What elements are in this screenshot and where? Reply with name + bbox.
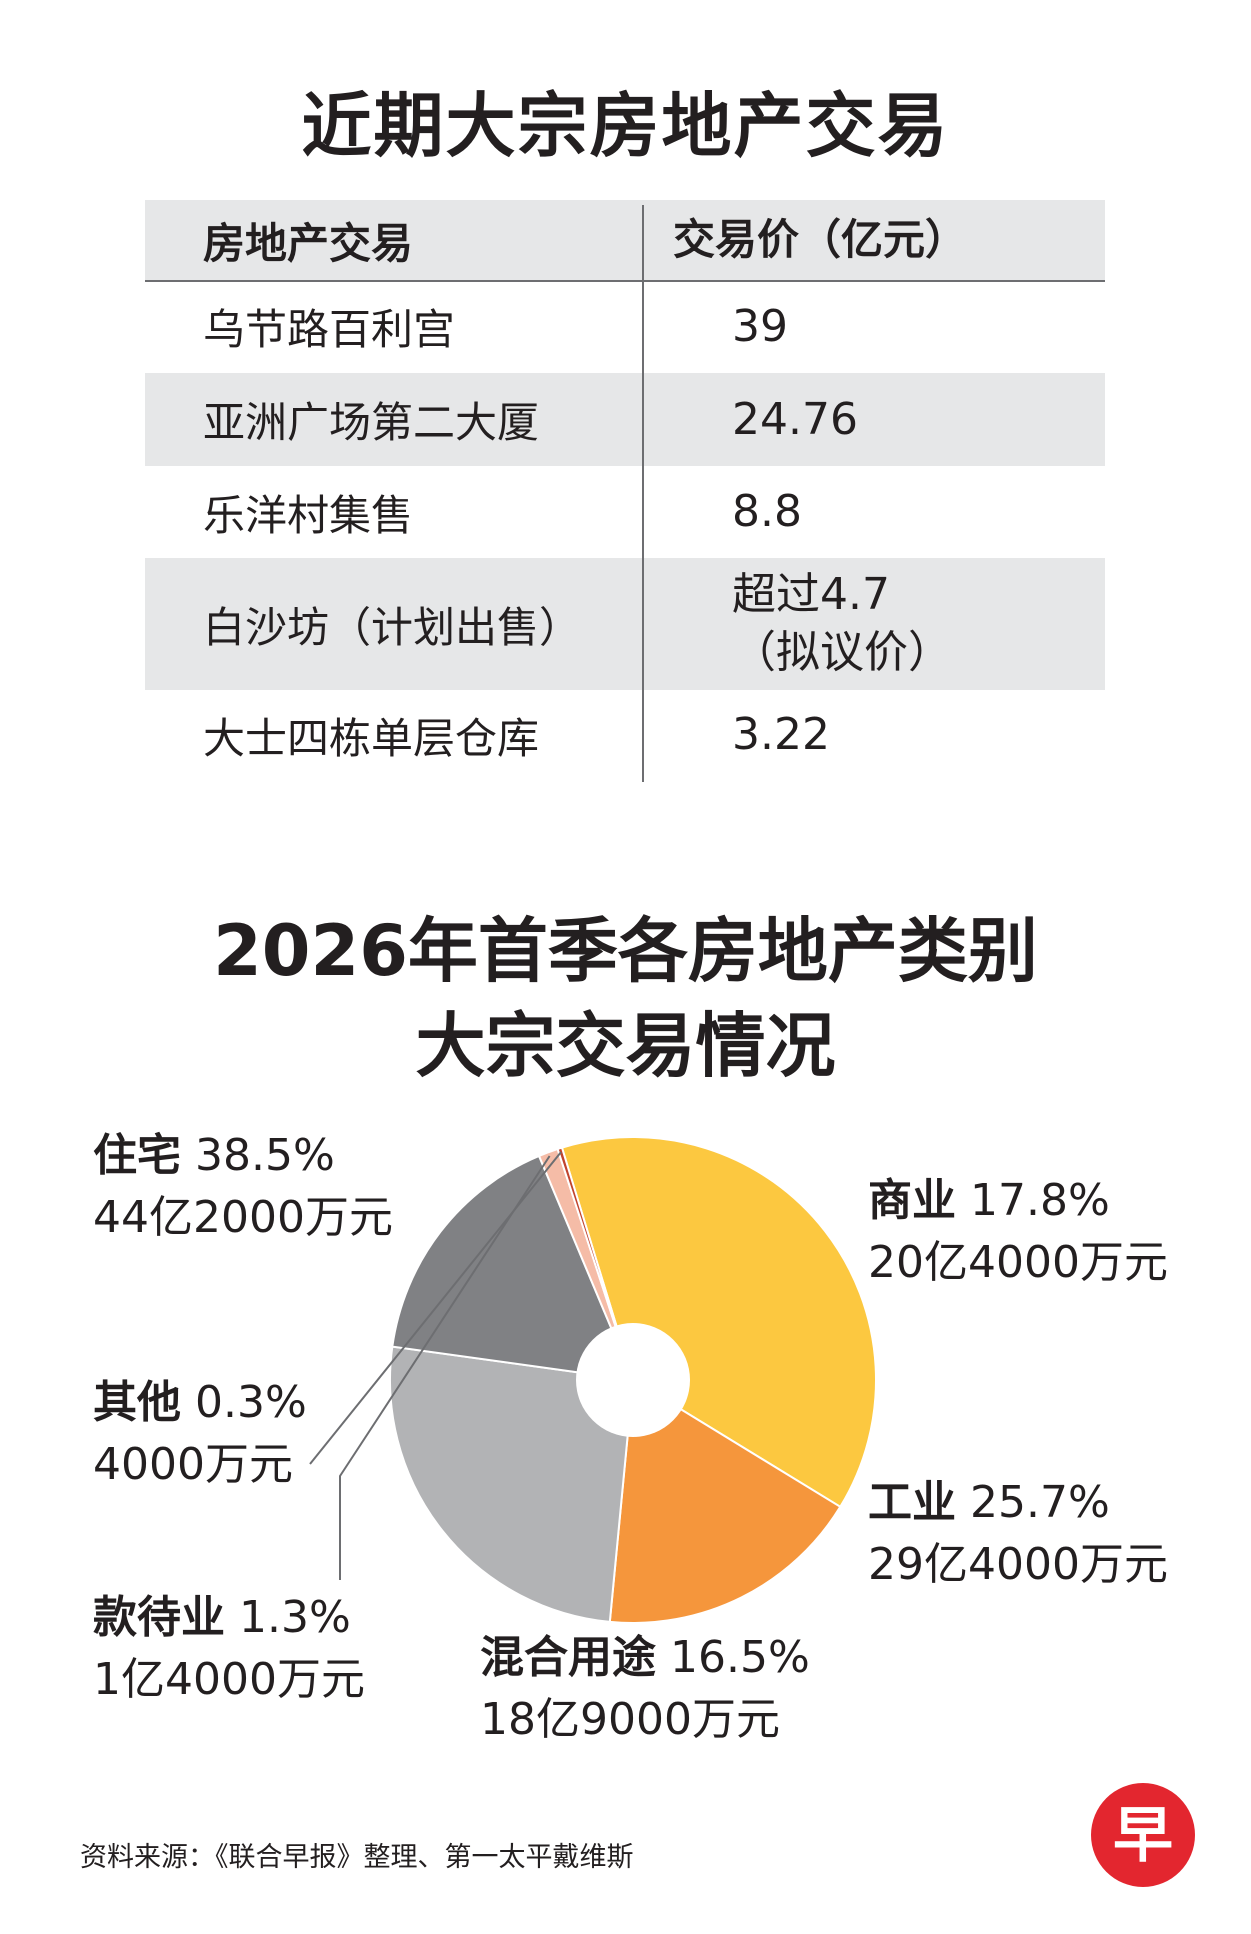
pie-slice-2 — [389, 1345, 635, 1623]
label-mixed-use: 混合用途 16.5% 18亿9000万元 — [480, 1627, 810, 1751]
slice-percent: 0.3% — [195, 1377, 307, 1428]
header-deal: 房地产交易 — [203, 218, 414, 268]
label-commercial: 商业 17.8% 20亿4000万元 — [868, 1170, 1168, 1294]
row-price: 超过4.7 （拟议价） — [732, 566, 952, 682]
deals-table: 房地产交易 交易价（亿元） 乌节路百利宫 39 亚洲广场第二大厦 24.76 乐… — [145, 200, 1105, 780]
row-price: 39 — [732, 300, 788, 352]
logo-char: 早 — [1113, 1801, 1173, 1871]
row-price: 24.76 — [732, 393, 858, 445]
label-others: 其他 0.3% 4000万元 — [93, 1372, 307, 1496]
slice-name: 商业 — [868, 1175, 956, 1226]
slice-percent: 38.5% — [195, 1130, 335, 1181]
slice-percent: 25.7% — [970, 1477, 1110, 1528]
pie-slice-3 — [391, 1154, 635, 1382]
table-row: 白沙坊（计划出售） 超过4.7 （拟议价） — [145, 558, 1105, 690]
header-divider — [145, 280, 1105, 282]
header-price: 交易价（亿元） — [673, 215, 968, 264]
row-price-line2: （拟议价） — [732, 627, 952, 678]
zaobao-logo: 早 — [1091, 1783, 1195, 1887]
table-title: 近期大宗房地产交易 — [301, 85, 950, 167]
slice-name: 其他 — [93, 1377, 181, 1428]
chart-title-line2: 大宗交易情况 — [415, 1005, 836, 1087]
column-divider — [642, 205, 644, 782]
chart-title-line1: 2026年首季各房地产类别 — [213, 910, 1038, 992]
label-industrial: 工业 25.7% 29亿4000万元 — [868, 1472, 1168, 1596]
slice-name: 款待业 — [93, 1592, 225, 1643]
table-row: 亚洲广场第二大厦 24.76 — [145, 373, 1105, 466]
table-row: 大士四栋单层仓库 3.22 — [145, 690, 1105, 780]
slice-amount: 44亿2000万元 — [93, 1192, 393, 1243]
slice-percent: 16.5% — [670, 1632, 810, 1683]
row-price-line1: 超过4.7 — [732, 569, 890, 620]
table-row: 乐洋村集售 8.8 — [145, 466, 1105, 558]
slice-amount: 18亿9000万元 — [480, 1694, 780, 1745]
slice-name: 住宅 — [93, 1130, 181, 1181]
label-hospitality: 款待业 1.3% 1亿4000万元 — [93, 1587, 365, 1711]
slice-amount: 20亿4000万元 — [868, 1237, 1168, 1288]
slice-amount: 1亿4000万元 — [93, 1654, 365, 1705]
source-note: 资料来源：《联合早报》整理、第一太平戴维斯 — [80, 1842, 634, 1873]
table-header-row: 房地产交易 交易价（亿元） — [145, 200, 1105, 280]
label-residential: 住宅 38.5% 44亿2000万元 — [93, 1125, 393, 1249]
pie-slice-5 — [556, 1146, 634, 1381]
slice-name: 混合用途 — [480, 1632, 656, 1683]
pie-slice-4 — [537, 1147, 634, 1381]
row-price: 3.22 — [732, 709, 830, 760]
row-name: 大士四栋单层仓库 — [203, 713, 540, 763]
slice-amount: 29亿4000万元 — [868, 1539, 1168, 1590]
pie-slice-0 — [560, 1136, 877, 1509]
table-row: 乌节路百利宫 39 — [145, 280, 1105, 373]
pie-slice-1 — [608, 1378, 842, 1624]
slice-amount: 4000万元 — [93, 1439, 293, 1490]
row-name: 乌节路百利宫 — [203, 305, 456, 354]
donut-hole — [576, 1323, 690, 1437]
row-name: 亚洲广场第二大厦 — [203, 398, 540, 447]
row-price: 8.8 — [732, 486, 802, 537]
row-name: 白沙坊（计划出售） — [203, 602, 582, 652]
slice-percent: 1.3% — [239, 1592, 351, 1643]
slice-percent: 17.8% — [970, 1175, 1110, 1226]
slice-name: 工业 — [868, 1477, 956, 1528]
row-name: 乐洋村集售 — [203, 490, 414, 540]
